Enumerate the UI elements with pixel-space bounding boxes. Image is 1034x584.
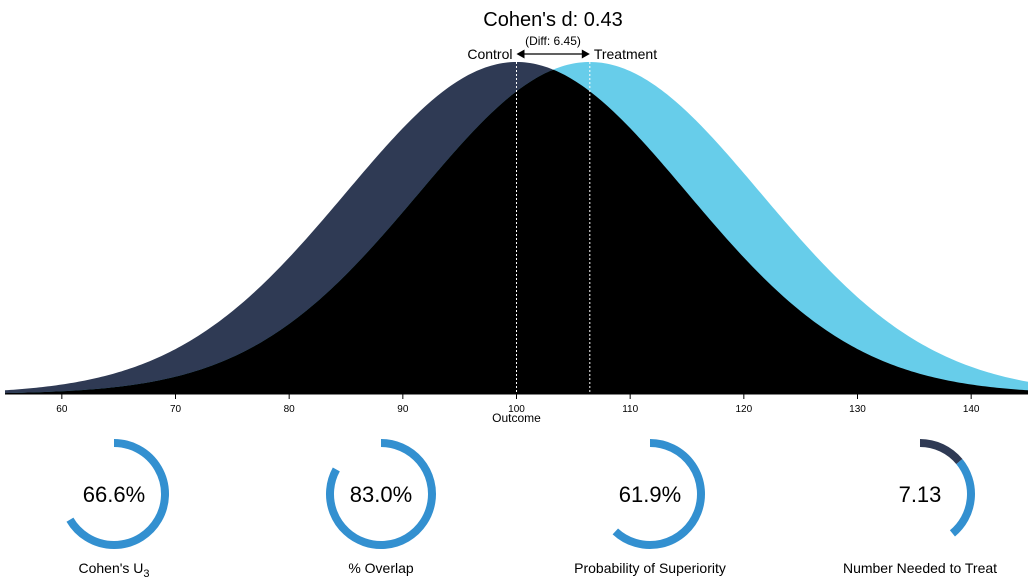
gauge: 66.6% Cohen's U3 — [66, 439, 169, 580]
gauge-label: % Overlap — [348, 560, 414, 576]
x-tick-label: 140 — [963, 404, 980, 415]
gauge-label-text: Number Needed to Treat — [843, 560, 997, 576]
gauge: 7.13 Number Needed to Treat — [843, 439, 997, 576]
gauge-label-text: % Overlap — [348, 560, 414, 576]
treatment-label: Treatment — [594, 46, 657, 62]
x-tick-label: 130 — [849, 404, 866, 415]
x-tick-label: 70 — [170, 404, 182, 415]
gauge-arc — [949, 459, 975, 537]
control-label: Control — [467, 46, 512, 62]
x-axis: 60 70 80 90 100 110 120 130 140 Outcome — [5, 393, 1028, 425]
gauge-value: 83.0% — [350, 482, 412, 507]
gauge-label: Probability of Superiority — [574, 560, 726, 576]
x-axis-label: Outcome — [492, 411, 541, 425]
gauge-value: 7.13 — [899, 482, 942, 507]
chart-title: Cohen's d: 0.43 — [483, 9, 622, 31]
gauge-value: 61.9% — [619, 482, 681, 507]
gauge-arc — [612, 439, 705, 549]
gauge-value: 66.6% — [83, 482, 145, 507]
gauge-arc — [919, 439, 963, 465]
x-tick-label: 60 — [56, 404, 68, 415]
gauge-label-text: Cohen's U — [78, 560, 143, 576]
gauge-arc — [66, 439, 169, 549]
gauge: 83.0% % Overlap — [326, 439, 436, 576]
x-tick-label: 80 — [284, 404, 296, 415]
effect-size-gauges: 66.6% Cohen's U3 83.0% % Overlap 61.9% Probab… — [66, 439, 997, 580]
gauge-label-subscript: 3 — [143, 568, 149, 580]
gauge-label: Number Needed to Treat — [843, 560, 997, 576]
gauge-label: Cohen's U3 — [78, 560, 149, 580]
gauge: 61.9% Probability of Superiority — [574, 439, 726, 576]
x-tick-label: 120 — [735, 404, 752, 415]
gauge-arc — [326, 439, 436, 549]
gauge-label-text: Probability of Superiority — [574, 560, 726, 576]
x-tick-label: 110 — [622, 404, 638, 415]
chart-subtitle: (Diff: 6.45) — [525, 34, 581, 48]
difference-arrow — [516, 49, 590, 59]
x-tick-label: 100 — [508, 404, 525, 415]
x-tick-label: 90 — [397, 404, 409, 415]
